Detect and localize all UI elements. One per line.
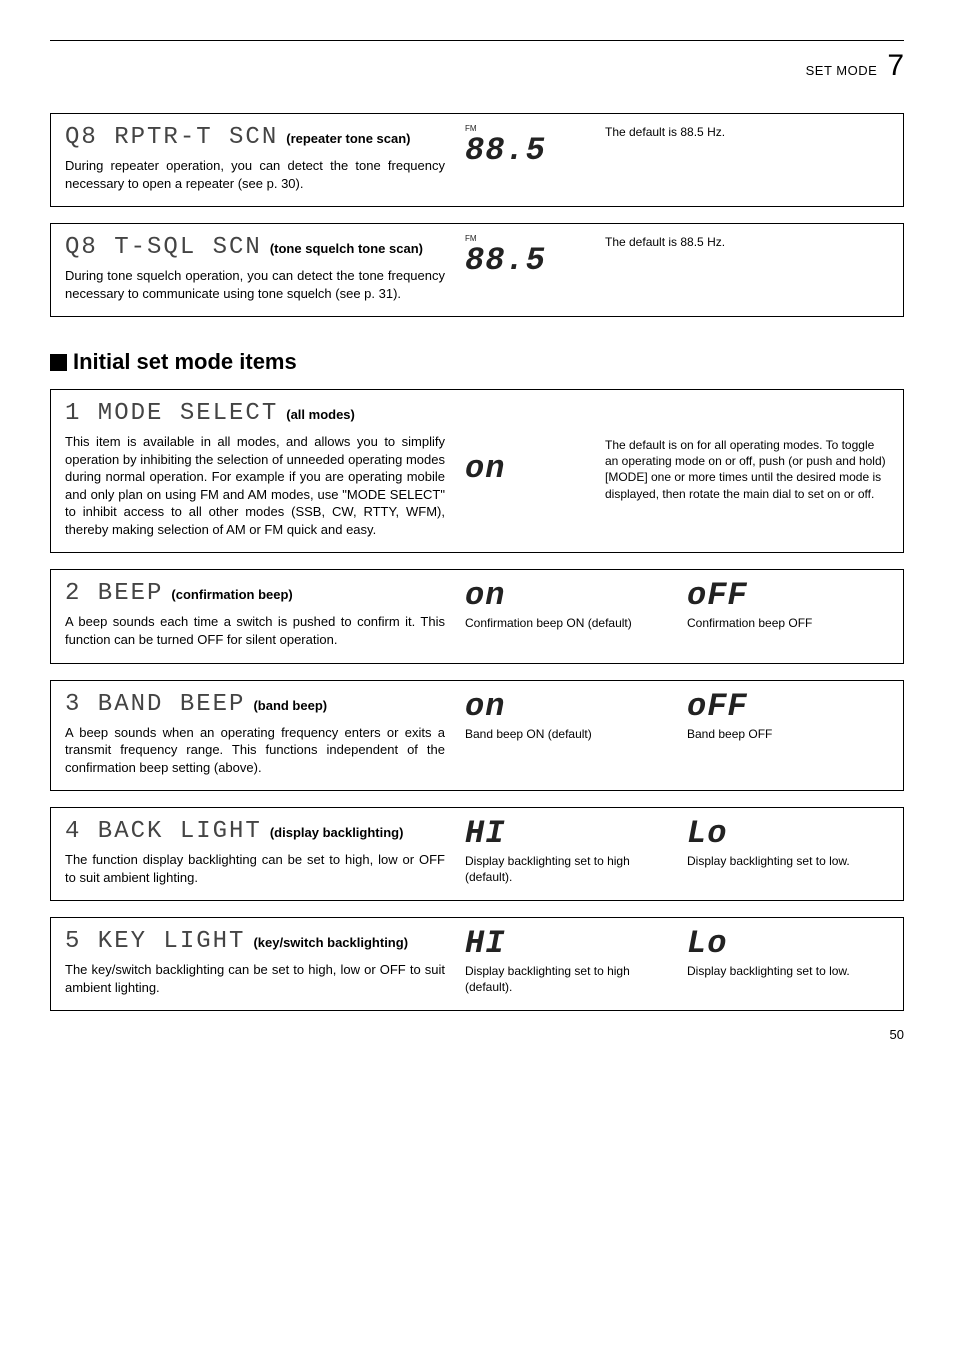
chapter-number: 7 <box>887 49 904 83</box>
item-desc: (display backlighting) <box>270 825 404 840</box>
caption-on: Confirmation beep ON (default) <box>465 616 667 632</box>
item-lcd-title: Q8 RPTR-T SCN <box>65 124 278 151</box>
default-note: The default is 88.5 Hz. <box>605 234 725 250</box>
item-body: A beep sounds each time a switch is push… <box>65 613 445 648</box>
item-rptr-tscn: Q8 RPTR-T SCN (repeater tone scan) Durin… <box>50 113 904 207</box>
caption-off: Confirmation beep OFF <box>687 616 889 632</box>
header-label: SET MODE <box>806 63 878 78</box>
item-desc: (key/switch backlighting) <box>253 935 408 950</box>
default-note: The default is 88.5 Hz. <box>605 124 725 140</box>
item-back-light: 4 BACK LIGHT (display backlighting) The … <box>50 807 904 901</box>
item-desc: (tone squelch tone scan) <box>270 241 423 256</box>
section-title-text: Initial set mode items <box>73 349 297 375</box>
page-header: SET MODE 7 <box>50 49 904 83</box>
item-tsql-scn: Q8 T-SQL SCN (tone squelch tone scan) Du… <box>50 223 904 317</box>
seg-value-hi: HI <box>465 928 667 960</box>
lcd-display: on <box>465 453 585 485</box>
item-lcd-title: Q8 T-SQL SCN <box>65 234 262 261</box>
item-lcd-title: 2 BEEP <box>65 580 163 607</box>
seg-value-off: oFF <box>687 580 889 612</box>
item-band-beep: 3 BAND BEEP (band beep) A beep sounds wh… <box>50 680 904 792</box>
caption-on: Band beep ON (default) <box>465 727 667 743</box>
item-desc: (repeater tone scan) <box>286 131 410 146</box>
square-bullet-icon <box>50 354 67 371</box>
seg-value: 88.5 <box>465 135 546 167</box>
item-desc: (confirmation beep) <box>171 587 292 602</box>
caption-lo: Display backlighting set to low. <box>687 964 889 980</box>
caption-off: Band beep OFF <box>687 727 889 743</box>
seg-value-lo: Lo <box>687 818 889 850</box>
item-body: During tone squelch operation, you can d… <box>65 267 445 302</box>
seg-value-hi: HI <box>465 818 667 850</box>
page-number: 50 <box>50 1027 904 1042</box>
item-body: A beep sounds when an operating frequenc… <box>65 724 445 777</box>
caption-hi: Display backlighting set to high (defaul… <box>465 854 667 885</box>
section-heading: Initial set mode items <box>50 349 904 375</box>
item-mode-select: 1 MODE SELECT (all modes) This item is a… <box>50 389 904 553</box>
default-note: The default is on for all operating mode… <box>605 437 889 502</box>
seg-value-on: on <box>465 691 667 723</box>
seg-value-lo: Lo <box>687 928 889 960</box>
item-desc: (band beep) <box>253 698 327 713</box>
item-body: During repeater operation, you can detec… <box>65 157 445 192</box>
seg-value: on <box>465 453 505 485</box>
lcd-display: FM 88.5 <box>465 124 585 167</box>
item-key-light: 5 KEY LIGHT (key/switch backlighting) Th… <box>50 917 904 1011</box>
item-lcd-title: 5 KEY LIGHT <box>65 928 245 955</box>
item-body: The key/switch backlighting can be set t… <box>65 961 445 996</box>
lcd-display: FM 88.5 <box>465 234 585 277</box>
item-lcd-title: 1 MODE SELECT <box>65 400 278 427</box>
header-divider <box>50 40 904 41</box>
seg-value: 88.5 <box>465 245 546 277</box>
seg-value-on: on <box>465 580 667 612</box>
item-body: The function display backlighting can be… <box>65 851 445 886</box>
caption-hi: Display backlighting set to high (defaul… <box>465 964 667 995</box>
seg-value-off: oFF <box>687 691 889 723</box>
item-lcd-title: 3 BAND BEEP <box>65 691 245 718</box>
item-body: This item is available in all modes, and… <box>65 433 445 538</box>
item-beep: 2 BEEP (confirmation beep) A beep sounds… <box>50 569 904 663</box>
item-desc: (all modes) <box>286 407 355 422</box>
item-lcd-title: 4 BACK LIGHT <box>65 818 262 845</box>
caption-lo: Display backlighting set to low. <box>687 854 889 870</box>
